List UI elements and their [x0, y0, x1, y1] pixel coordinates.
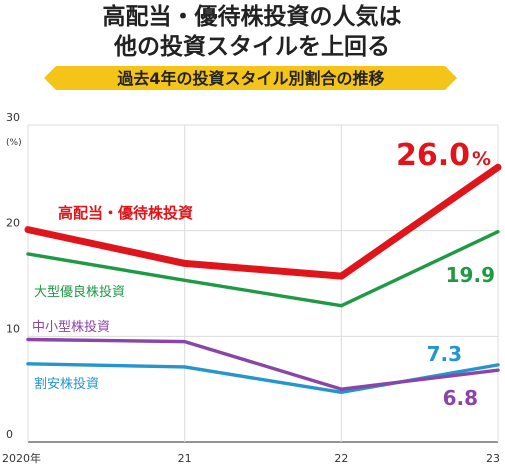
series-name-label: 大型優良株投資 — [34, 284, 125, 300]
x-tick-label: 21 — [178, 452, 192, 465]
end-value-label: 7.3 — [427, 342, 462, 366]
y-tick-label: 10 — [6, 322, 20, 335]
series-name-label: 高配当・優待株投資 — [58, 204, 193, 222]
chart-title-line-2: 他の投資スタイルを上回る — [113, 33, 390, 60]
y-tick-label: 0 — [6, 428, 13, 441]
series-line-1 — [24, 163, 502, 280]
x-tick-label: 22 — [334, 452, 348, 465]
chart-subtitle: 過去4年の投資スタイル別割合の推移 — [116, 69, 384, 88]
x-tick-label: 2020年 — [2, 451, 41, 465]
y-unit-label: (%) — [6, 138, 22, 148]
end-value-label: 6.8 — [443, 386, 478, 410]
series-line-2 — [26, 230, 500, 308]
end-value-label: 19.9 — [446, 263, 495, 287]
series-name-label: 中小型株投資 — [32, 319, 110, 335]
chart-title-line-1: 高配当・優待株投資の人気は — [103, 3, 402, 30]
end-value-label: 26.0 — [396, 138, 470, 173]
x-tick-label: 23 — [486, 452, 500, 465]
y-tick-label: 20 — [6, 217, 20, 230]
end-value-unit: % — [472, 148, 491, 170]
series-name-label: 割安株投資 — [34, 376, 99, 392]
subtitle-banner — [44, 66, 457, 90]
series-line-3 — [26, 337, 500, 391]
y-tick-label: 30 — [6, 111, 20, 124]
